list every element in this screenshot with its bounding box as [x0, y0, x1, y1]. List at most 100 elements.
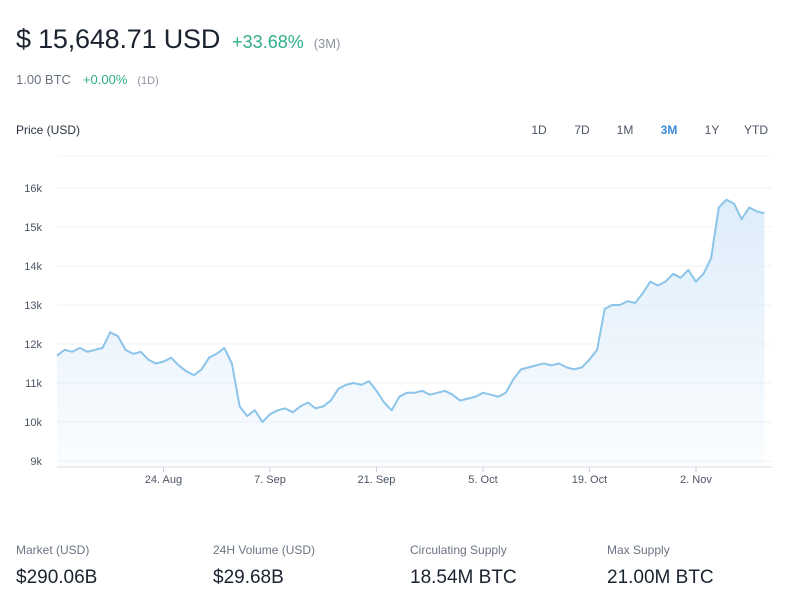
- data-point: [573, 368, 575, 370]
- data-point: [459, 399, 461, 401]
- data-point: [444, 390, 446, 392]
- data-point: [56, 355, 58, 357]
- price-chart[interactable]: 9k 10k 11k 12k 13k 14k 15k 16k 24. Aug 7. Sep 21. …: [0, 150, 800, 495]
- data-point: [634, 302, 636, 304]
- btc-amount: 1.00 BTC: [16, 72, 71, 87]
- data-point: [520, 368, 522, 370]
- data-point: [497, 396, 499, 398]
- data-point: [86, 351, 88, 353]
- data-point: [101, 347, 103, 349]
- data-point: [276, 409, 278, 411]
- tab-3m[interactable]: 3M: [660, 123, 678, 137]
- data-point: [740, 218, 742, 220]
- data-point: [216, 353, 218, 355]
- data-point: [421, 390, 423, 392]
- stat-value: $290.06B: [16, 567, 98, 588]
- stat-label: Market (USD): [16, 543, 90, 557]
- data-point: [429, 394, 431, 396]
- data-point: [611, 304, 613, 306]
- tab-1d[interactable]: 1D: [531, 123, 547, 137]
- data-point: [505, 392, 507, 394]
- price-header: $ 15,648.71 USD +33.68% (3M): [16, 24, 340, 55]
- data-point: [238, 405, 240, 407]
- data-point: [254, 409, 256, 411]
- data-point: [368, 380, 370, 382]
- data-point: [474, 396, 476, 398]
- data-point: [109, 331, 111, 333]
- data-point: [398, 396, 400, 398]
- data-point: [467, 397, 469, 399]
- stat-label: 24H Volume (USD): [213, 543, 316, 557]
- price-change: +33.68%: [232, 32, 304, 52]
- x-tick-label: 7. Sep: [254, 474, 286, 486]
- stats-row: Market (USD) $290.06B 24H Volume (USD) $…: [0, 543, 800, 603]
- data-point: [596, 349, 598, 351]
- data-point: [527, 366, 529, 368]
- series-area: [57, 199, 765, 467]
- btc-change: +0.00%: [82, 72, 128, 87]
- data-point: [193, 374, 195, 376]
- data-point: [170, 357, 172, 359]
- data-point: [269, 413, 271, 415]
- x-tick-label: 21. Sep: [358, 474, 396, 486]
- y-tick-label: 16k: [24, 183, 42, 195]
- data-point: [451, 394, 453, 396]
- data-point: [307, 401, 309, 403]
- stat-value: $29.68B: [213, 567, 284, 588]
- y-tick-label: 14k: [24, 261, 42, 273]
- data-point: [79, 347, 81, 349]
- x-tick-label: 5. Oct: [468, 474, 497, 486]
- tab-1m[interactable]: 1M: [616, 123, 634, 137]
- data-point: [657, 284, 659, 286]
- tab-ytd[interactable]: YTD: [744, 123, 768, 137]
- data-point: [710, 257, 712, 259]
- data-point: [132, 353, 134, 355]
- x-tick-label: 24. Aug: [145, 474, 182, 486]
- tab-7d[interactable]: 7D: [574, 123, 590, 137]
- btc-period: (1D): [137, 75, 159, 87]
- y-tick-label: 10k: [24, 417, 42, 429]
- data-point: [360, 384, 362, 386]
- data-point: [436, 392, 438, 394]
- stat-label: Circulating Supply: [410, 543, 507, 557]
- data-point: [140, 351, 142, 353]
- data-point: [71, 351, 73, 353]
- data-point: [558, 362, 560, 364]
- data-point: [223, 347, 225, 349]
- data-point: [406, 392, 408, 394]
- series-line: [56, 198, 765, 423]
- data-point: [672, 273, 674, 275]
- data-point: [117, 335, 119, 337]
- data-point: [702, 273, 704, 275]
- data-point: [185, 370, 187, 372]
- data-point: [231, 362, 233, 364]
- data-point: [649, 280, 651, 282]
- data-point: [330, 399, 332, 401]
- data-point: [489, 394, 491, 396]
- data-point: [535, 364, 537, 366]
- data-point: [299, 405, 301, 407]
- change-period: (3M): [313, 36, 341, 51]
- current-price: $ 15,648.71 USD: [16, 24, 221, 54]
- stat-market: Market (USD) $290.06B: [16, 543, 97, 589]
- data-point: [756, 210, 758, 212]
- data-point: [375, 390, 377, 392]
- data-point: [581, 366, 583, 368]
- data-point: [588, 358, 590, 360]
- x-tick-label: 2. Nov: [680, 474, 712, 486]
- stat-value: 21.00M BTC: [607, 567, 714, 588]
- y-tick-label: 9k: [30, 456, 42, 468]
- data-point: [352, 382, 354, 384]
- data-point: [246, 415, 248, 417]
- data-point: [284, 407, 286, 409]
- data-point: [383, 401, 385, 403]
- data-point: [200, 368, 202, 370]
- data-point: [626, 300, 628, 302]
- tab-1y[interactable]: 1Y: [704, 123, 720, 137]
- data-point: [162, 360, 164, 362]
- data-point: [733, 202, 735, 204]
- data-point: [314, 407, 316, 409]
- data-point: [345, 384, 347, 386]
- data-point: [413, 392, 415, 394]
- data-point: [763, 212, 765, 214]
